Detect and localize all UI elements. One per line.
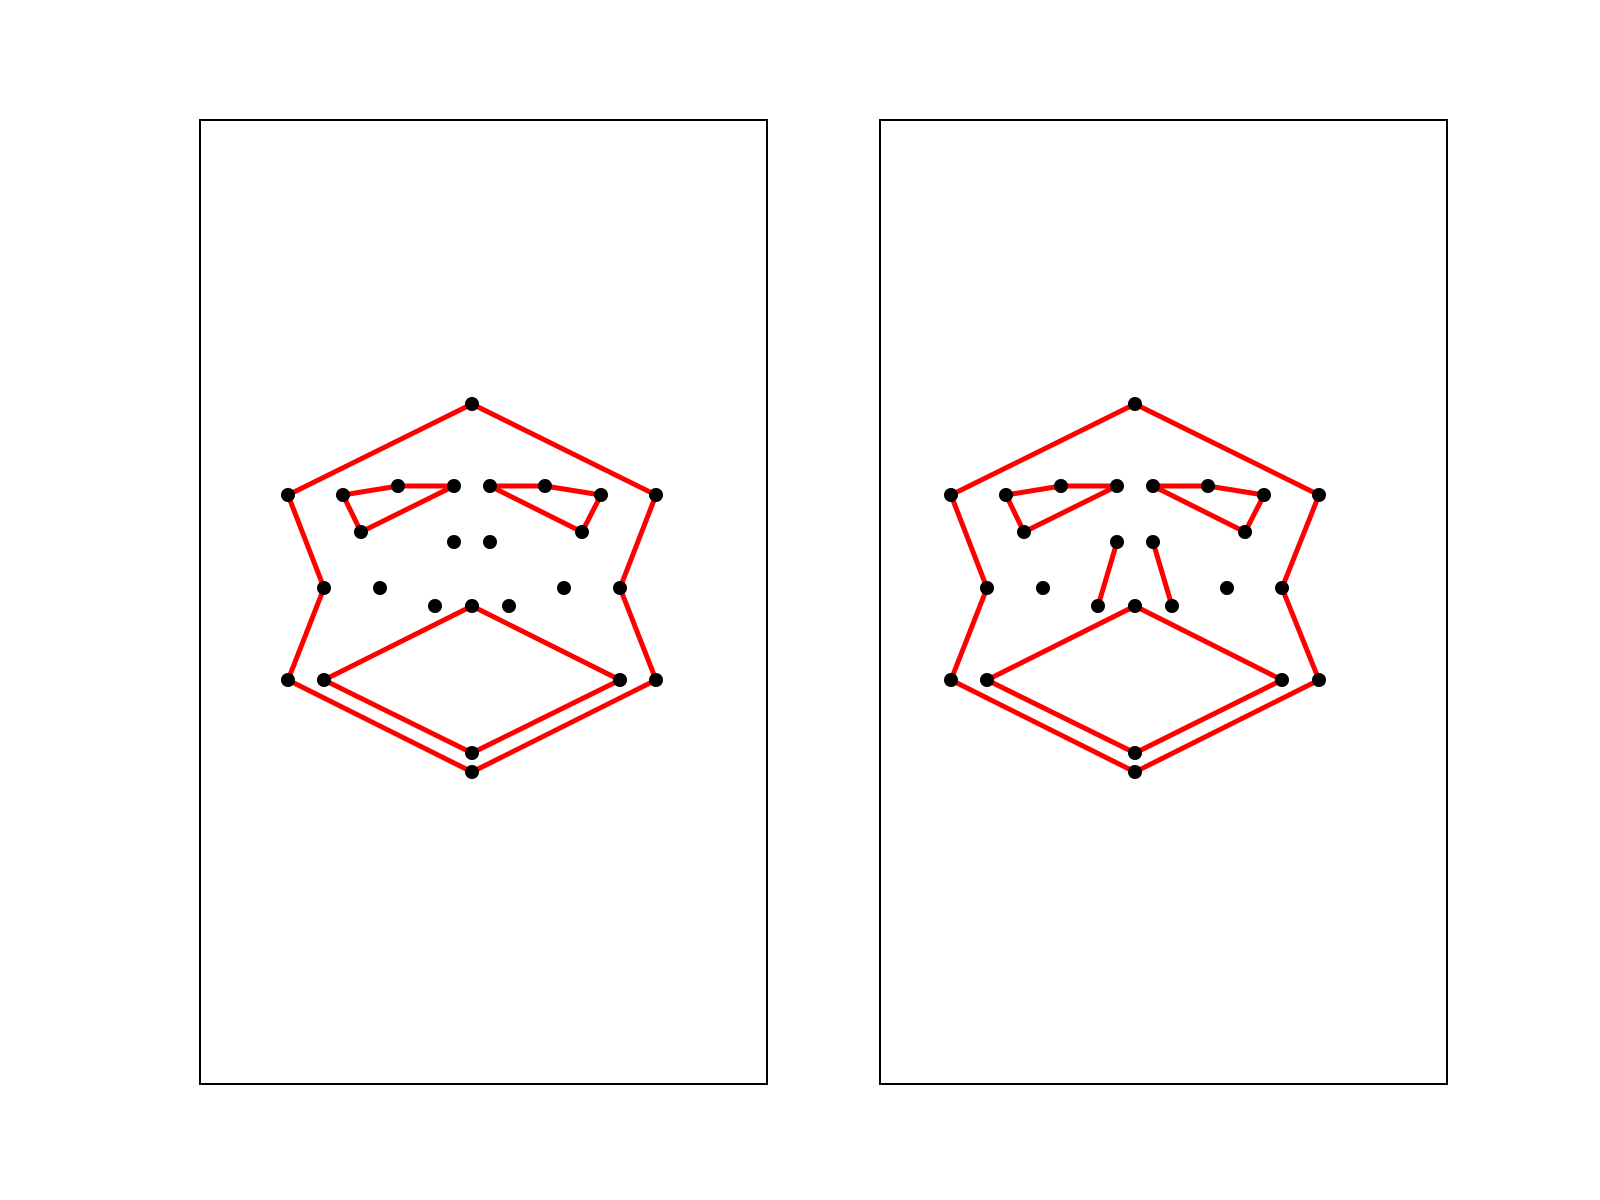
edge-top-ur <box>469 401 659 498</box>
edge-re2-re3 <box>542 483 604 498</box>
node-le3 <box>1110 479 1124 493</box>
right-panel-nodes <box>944 397 1326 779</box>
node-mr <box>613 581 627 595</box>
edge-c1-m1 <box>1095 539 1120 609</box>
node-le1 <box>336 488 350 502</box>
edge-re1-re4 <box>1150 483 1248 535</box>
node-lr <box>1312 673 1326 687</box>
edge-ul-top <box>285 401 475 498</box>
edge-top-ur <box>1132 401 1322 498</box>
node-re1 <box>483 479 497 493</box>
edge-l1-m2 <box>321 603 475 683</box>
edge-ur-mr <box>1279 492 1322 591</box>
node-b1 <box>1128 746 1142 760</box>
node-ml <box>980 581 994 595</box>
node-b2 <box>465 765 479 779</box>
edge-ll-b2 <box>285 677 475 775</box>
node-lr <box>649 673 663 687</box>
edge-le1-le2 <box>340 483 401 498</box>
node-l1 <box>317 673 331 687</box>
node-r1 <box>1275 673 1289 687</box>
edge-ul-top <box>948 401 1138 498</box>
edge-ul-ml <box>948 492 990 591</box>
edge-m2-r1 <box>1132 603 1285 683</box>
edge-c2-m3 <box>1150 539 1175 609</box>
edge-ml-ll <box>285 585 327 683</box>
node-ur <box>649 488 663 502</box>
node-b2 <box>1128 765 1142 779</box>
node-m1 <box>1091 599 1105 613</box>
node-m1 <box>428 599 442 613</box>
edge-le4-le3 <box>358 483 457 535</box>
node-re4 <box>1238 525 1252 539</box>
node-m2 <box>465 599 479 613</box>
left-panel <box>281 397 663 779</box>
node-ur <box>1312 488 1326 502</box>
edge-mr-lr <box>1279 585 1322 683</box>
left-panel-frame <box>199 119 768 1085</box>
node-ul <box>281 488 295 502</box>
edge-b2-lr <box>469 677 659 775</box>
node-d2 <box>557 581 571 595</box>
node-le2 <box>391 479 405 493</box>
node-re3 <box>594 488 608 502</box>
node-re2 <box>1201 479 1215 493</box>
edge-l1-m2 <box>984 603 1138 683</box>
edge-b1-r1 <box>469 677 623 756</box>
node-ul <box>944 488 958 502</box>
edge-ul-ml <box>285 492 327 591</box>
node-d1 <box>1036 581 1050 595</box>
node-c2 <box>1146 535 1160 549</box>
node-re3 <box>1257 488 1271 502</box>
node-re1 <box>1146 479 1160 493</box>
node-l1 <box>980 673 994 687</box>
node-b1 <box>465 746 479 760</box>
right-panel-edges <box>948 401 1322 775</box>
right-panel-frame <box>879 119 1448 1085</box>
edge-re2-re3 <box>1205 483 1267 498</box>
node-c1 <box>447 535 461 549</box>
node-r1 <box>613 673 627 687</box>
node-le3 <box>447 479 461 493</box>
edge-ur-mr <box>617 492 659 591</box>
node-ml <box>317 581 331 595</box>
node-le4 <box>354 525 368 539</box>
node-ll <box>944 673 958 687</box>
edge-re1-re4 <box>487 483 585 535</box>
edge-b1-r1 <box>1132 677 1285 756</box>
left-panel-edges <box>285 401 659 775</box>
edge-ll-b2 <box>948 677 1138 775</box>
node-d1 <box>373 581 387 595</box>
edge-le1-le2 <box>1003 483 1064 498</box>
node-m2 <box>1128 599 1142 613</box>
node-c1 <box>1110 535 1124 549</box>
node-le2 <box>1054 479 1068 493</box>
node-le4 <box>1017 525 1031 539</box>
edge-m2-r1 <box>469 603 623 683</box>
node-top <box>1128 397 1142 411</box>
node-d2 <box>1220 581 1234 595</box>
edge-b2-lr <box>1132 677 1322 775</box>
node-m3 <box>1165 599 1179 613</box>
edge-ml-ll <box>948 585 990 683</box>
edge-le4-le3 <box>1021 483 1120 535</box>
node-re2 <box>538 479 552 493</box>
node-top <box>465 397 479 411</box>
edge-l1-b1 <box>984 677 1138 756</box>
edge-l1-b1 <box>321 677 475 756</box>
edge-mr-lr <box>617 585 659 683</box>
node-mr <box>1275 581 1289 595</box>
right-panel <box>944 397 1326 779</box>
left-panel-nodes <box>281 397 663 779</box>
node-m3 <box>502 599 516 613</box>
node-ll <box>281 673 295 687</box>
node-re4 <box>575 525 589 539</box>
node-le1 <box>999 488 1013 502</box>
node-c2 <box>483 535 497 549</box>
